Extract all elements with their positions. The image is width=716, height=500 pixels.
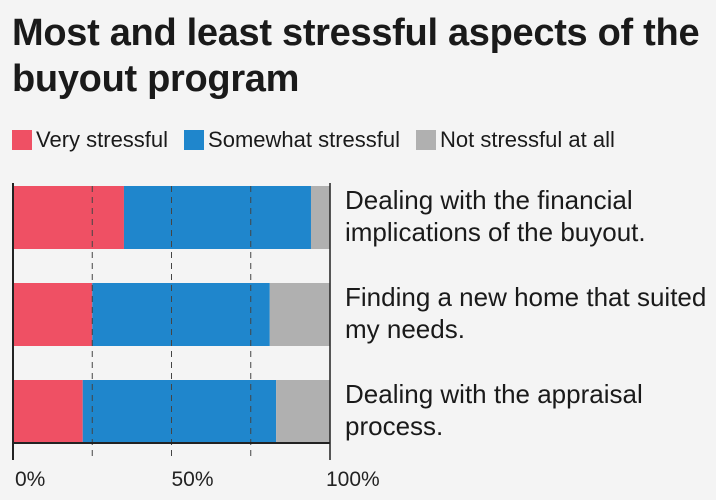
x-tick-label: 50%	[172, 468, 214, 491]
legend: Very stressful Somewhat stressful Not stre…	[12, 126, 631, 154]
legend-swatch	[184, 130, 205, 150]
bar-segment	[13, 283, 93, 346]
legend-swatch	[12, 130, 32, 150]
bar-segment	[310, 186, 330, 249]
bar-segment	[276, 380, 330, 443]
x-tick-label: 0%	[15, 468, 45, 491]
legend-item: Somewhat stressful	[184, 126, 400, 154]
category-label: Finding a new home that suited my needs.	[345, 282, 707, 344]
legend-swatch	[416, 130, 437, 150]
bar-segment	[269, 283, 330, 346]
bar-segment	[92, 283, 270, 346]
legend-item: Very stressful	[12, 126, 168, 154]
chart-title: Most and least stressful aspects of the …	[12, 12, 700, 100]
legend-label: Somewhat stressful	[208, 127, 401, 152]
bar-segment	[13, 186, 124, 249]
category-label: Dealing with the financial implications …	[345, 185, 646, 247]
bar-segment	[82, 380, 277, 443]
bar-segment	[123, 186, 311, 249]
legend-item: Not stressful at all	[416, 126, 615, 154]
legend-label: Not stressful at all	[440, 127, 615, 152]
legend-label: Very stressful	[36, 127, 169, 152]
category-label: Dealing with the appraisal process.	[345, 379, 643, 441]
x-tick-label: 100%	[326, 468, 380, 491]
bar-segment	[13, 380, 83, 443]
